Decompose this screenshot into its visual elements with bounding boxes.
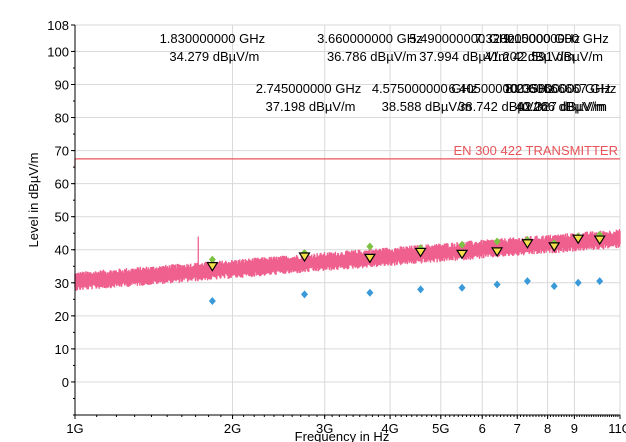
x-tick-label: 1G: [66, 421, 83, 436]
annotation-level: 41.202 dBµV/m: [484, 49, 574, 64]
marker-layer: [206, 230, 606, 305]
annotation-frequency: 9.150000000 GHz: [503, 31, 609, 46]
y-tick-label: 60: [55, 177, 69, 192]
average-marker: [417, 285, 425, 294]
x-tick-label: 4G: [381, 421, 398, 436]
final-marker: [363, 253, 376, 264]
x-axis-title: Frequency in Hz: [295, 429, 390, 442]
y-tick-label: 108: [47, 18, 69, 33]
annotation-level: 36.786 dBµV/m: [327, 49, 417, 64]
y-tick-label: 40: [55, 243, 69, 258]
average-marker: [596, 277, 604, 286]
y-tick-label: 90: [55, 77, 69, 92]
average-marker: [366, 288, 374, 297]
x-tick-label: 3G: [316, 421, 333, 436]
average-marker: [458, 283, 466, 292]
y-tick-label: 70: [55, 144, 69, 159]
annotation-level: 42.327 dBµV/m: [517, 99, 607, 114]
annotation-level: 40.266 dBµV/m: [515, 99, 605, 114]
final-marker: [298, 252, 311, 263]
final-marker: [455, 249, 469, 260]
annotation-frequency: 2.745000000 GHz: [256, 81, 362, 96]
trace-layer: [74, 229, 621, 292]
y-tick-label: 30: [55, 276, 69, 291]
final-marker: [521, 239, 534, 249]
average-marker: [550, 282, 558, 291]
y-tick-label: 100: [47, 44, 69, 59]
average-marker: [208, 296, 216, 305]
average-marker: [574, 278, 582, 287]
annotation-level: 34.279 dBµV/m: [169, 49, 259, 64]
annotation-frequency: 3.660000000 GHz: [317, 31, 423, 46]
annotation-frequency: 6.405000000 GHz: [448, 81, 554, 96]
y-tick-label: 50: [55, 210, 69, 225]
peak-marker: [458, 240, 466, 249]
final-marker: [548, 242, 561, 252]
annotation-level: 37.198 dBµV/m: [266, 99, 356, 114]
y-tick-label: 0: [62, 375, 69, 390]
average-marker: [523, 277, 531, 286]
peak-marker: [208, 255, 216, 264]
annotation-layer: 1.830000000 GHz 34.279 dBµV/m 3.660000000 …: [160, 31, 617, 114]
peak-marker: [493, 237, 501, 246]
annotation-frequency: 7.320000000 GHz: [475, 31, 581, 46]
x-tick-label: 2G: [224, 421, 241, 436]
annotation-level: 42.591 dBµV/m: [513, 49, 603, 64]
measurement-trace: [74, 229, 621, 292]
x-tick-label: 5G: [432, 421, 449, 436]
y-tick-label: 10: [55, 342, 69, 357]
annotation-frequency: 4.575000000 GHz: [372, 81, 478, 96]
annotation-level: 37.994 dBµV/m: [419, 49, 509, 64]
average-marker: [301, 290, 309, 299]
annotation-frequency: 5.490000000 GHz: [409, 31, 515, 46]
tick-layer: 0 10 20 30 40 50 60 70 80 90 100 108 1G 2G 3G 4G 5G 6 7 8 9 1…: [47, 18, 626, 436]
annotation-level: 38.742 dBµV/m: [458, 99, 548, 114]
final-marker: [593, 235, 606, 246]
frame-layer: [74, 25, 620, 416]
limit-line-label: EN 300 422 TRANSMITTER: [454, 143, 618, 158]
y-axis-title: Level in dBµV/m: [26, 153, 41, 248]
y-tick-label: 20: [55, 309, 69, 324]
annotation-frequency: 10.060666667 GHz: [504, 81, 617, 96]
x-tick-label: 8: [544, 421, 551, 436]
final-marker: [414, 247, 427, 258]
annotation-frequency: 1.830000000 GHz: [160, 31, 266, 46]
average-marker: [493, 280, 501, 289]
final-marker: [572, 234, 585, 245]
peak-marker: [366, 242, 374, 251]
final-marker: [490, 247, 504, 258]
x-tick-label: 6: [479, 421, 486, 436]
x-tick-label: 7: [514, 421, 521, 436]
final-marker: [206, 262, 219, 272]
annotation-frequency: 8.235000000 GHz: [505, 81, 611, 96]
y-tick-label: 80: [55, 111, 69, 126]
annotation-level: 38.588 dBµV/m: [382, 99, 472, 114]
x-tick-label: 11G: [608, 421, 626, 436]
x-tick-label: 9: [571, 421, 578, 436]
